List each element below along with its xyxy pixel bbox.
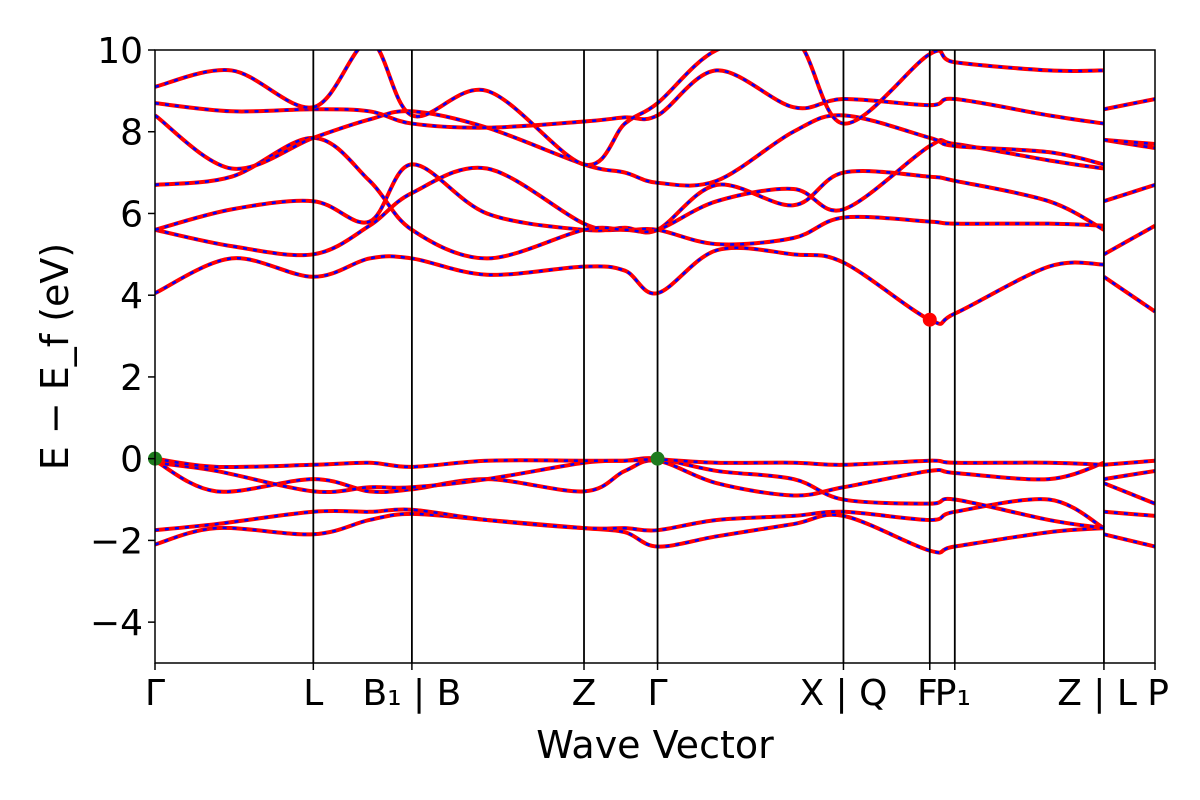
- plot-frame: [154, 49, 1156, 664]
- band-line: [1102, 223, 1155, 257]
- band-2: [155, 497, 1155, 533]
- band-dash: [155, 512, 1105, 554]
- x-tick-label: B₁ | B: [362, 673, 461, 714]
- band-dash: [155, 50, 1104, 167]
- bands-layer: [155, 50, 1155, 555]
- y-tick-label: 8: [120, 113, 143, 154]
- y-axis-ticks: −4 −2 0 2 4 6 8 10: [90, 31, 155, 644]
- band-11: [155, 68, 1155, 130]
- band-1: [155, 511, 1155, 555]
- band-dash: [1103, 275, 1155, 313]
- band-3: [155, 458, 1155, 506]
- band-dash: [155, 163, 1105, 234]
- band-12: [155, 50, 1104, 167]
- vbm-marker: [650, 451, 665, 466]
- band-dash: [155, 109, 1105, 187]
- band-line: [155, 497, 1105, 533]
- band-dash: [1103, 138, 1155, 146]
- band-dash: [155, 459, 1105, 497]
- y-tick-label: −4: [90, 603, 143, 644]
- x-tick-label: Z: [572, 673, 597, 714]
- band-line: [155, 245, 1105, 326]
- band-5: [155, 456, 1155, 470]
- band-dash: [1103, 97, 1155, 111]
- x-tick-label: Z | L: [1057, 673, 1137, 714]
- band-line: [1103, 182, 1155, 204]
- band-9: [155, 135, 1155, 261]
- band-dash: [1103, 469, 1155, 481]
- x-tick-label: F: [917, 673, 938, 714]
- band-dash: [1103, 459, 1155, 467]
- cbm-marker: [922, 312, 937, 327]
- band-4: [155, 456, 1155, 531]
- band-dash: [155, 246, 1104, 326]
- x-tick-label: Γ: [145, 673, 165, 714]
- band-dash: [1103, 510, 1155, 518]
- band-line: [155, 456, 1105, 470]
- band-line: [1103, 481, 1155, 506]
- kpath-lines: [312, 50, 1105, 663]
- x-tick-label: P: [1147, 673, 1169, 714]
- band-dash: [155, 497, 1105, 532]
- band-6: [155, 245, 1155, 326]
- band-dash: [155, 136, 1105, 260]
- y-tick-label: 6: [120, 194, 143, 235]
- band-dash: [1103, 183, 1155, 203]
- x-tick-label: X | Q: [799, 673, 887, 714]
- band-dash: [155, 69, 1105, 129]
- x-tick-label: P₁: [935, 673, 971, 714]
- y-tick-label: 10: [97, 31, 143, 72]
- band-line: [155, 135, 1105, 261]
- band-line: [1103, 532, 1155, 549]
- band-line: [1103, 97, 1155, 112]
- band-dash: [1103, 482, 1155, 505]
- y-tick-label: 2: [120, 358, 143, 399]
- y-axis-label: E − E_f (eV): [33, 243, 77, 471]
- y-tick-label: 4: [120, 276, 143, 317]
- extrema-markers: [148, 312, 937, 466]
- band-dash: [1103, 533, 1155, 548]
- x-axis-label: Wave Vector: [536, 723, 774, 767]
- y-tick-label: −2: [90, 521, 143, 562]
- y-tick-label: 0: [120, 440, 143, 481]
- x-tick-label: Γ: [648, 673, 668, 714]
- x-tick-label: L: [303, 673, 323, 714]
- band-dash: [1103, 224, 1155, 256]
- band-10: [155, 109, 1155, 188]
